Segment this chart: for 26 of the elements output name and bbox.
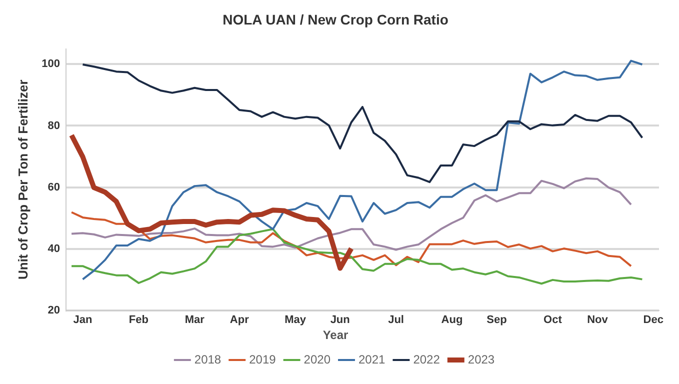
x-tick-label: Jul [388, 314, 404, 326]
x-tick-label: Jun [330, 314, 350, 326]
y-tick-label: 40 [48, 242, 60, 255]
y-tick-label: 100 [42, 58, 60, 70]
x-tick-label: Feb [128, 314, 149, 326]
x-tick-label: Mar [184, 314, 206, 326]
legend-label: 2019 [249, 352, 276, 366]
x-tick-label: May [284, 314, 307, 326]
y-axis-title: Unit of Crop Per Ton of Fertilizer [15, 80, 30, 280]
legend-label: 2023 [468, 352, 495, 366]
legend-label: 2020 [304, 352, 331, 366]
x-tick-label: Aug [441, 314, 463, 326]
y-tick-label: 80 [48, 120, 60, 132]
y-tick-label: 60 [48, 181, 60, 194]
legend-label: 2021 [358, 352, 386, 366]
x-tick-label: Apr [230, 314, 250, 326]
chart-title: NOLA UAN / New Crop Corn Ratio [222, 11, 448, 28]
legend-title: Year [322, 328, 349, 342]
x-tick-label: Jan [73, 314, 92, 326]
x-tick-label: Sep [486, 314, 508, 326]
legend-label: 2022 [413, 352, 440, 366]
x-tick-label: Dec [643, 314, 664, 326]
x-tick-label: Nov [587, 314, 609, 326]
y-tick-label: 20 [48, 304, 60, 316]
x-tick-label: Oct [544, 314, 562, 326]
legend-label: 2018 [194, 352, 222, 366]
